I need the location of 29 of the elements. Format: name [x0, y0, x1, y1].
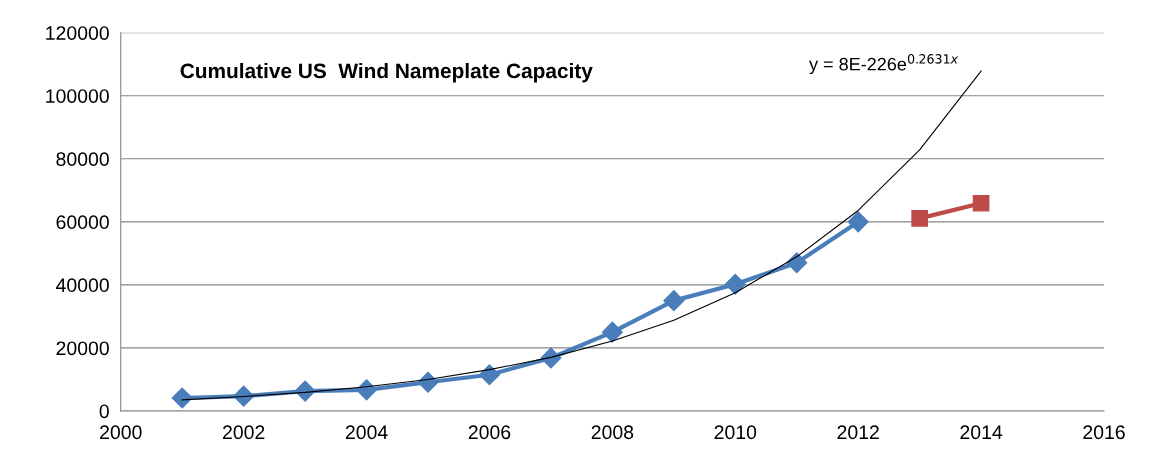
y-tick-label: 0 — [99, 404, 109, 419]
point — [601, 321, 623, 343]
y-tick-label: 80000 — [56, 152, 109, 167]
x-tick-label: 2006 — [468, 425, 511, 440]
x-tick-label: 2016 — [1083, 425, 1125, 440]
point — [972, 194, 990, 212]
point — [171, 387, 193, 409]
x-tick-label: 2000 — [100, 425, 142, 440]
point — [478, 364, 500, 386]
point — [911, 210, 928, 227]
point — [417, 371, 439, 393]
x-tick-label: 2004 — [345, 425, 388, 440]
y-tick-label: 20000 — [56, 341, 109, 356]
x-tick-label: 2014 — [960, 425, 1003, 440]
y-tick-label: 60000 — [56, 215, 109, 230]
point — [786, 252, 808, 274]
point — [663, 290, 685, 312]
point — [847, 211, 869, 233]
point — [356, 379, 378, 401]
x-tick-label: 2012 — [837, 425, 879, 440]
x-tick-label: 2008 — [591, 425, 634, 440]
y-tick-label: 120000 — [46, 26, 109, 40]
text: Cumulative US Wind Nameplate Capacity — [180, 62, 593, 83]
y-tick-label: 100000 — [46, 89, 109, 103]
x-tick-label: 2002 — [223, 425, 265, 440]
annotation: y = 8E-226e$^{0.2631x}$ — [809, 54, 959, 75]
x-tick-label: 2010 — [714, 425, 757, 440]
point — [724, 273, 746, 295]
y-tick-label: 40000 — [56, 278, 109, 293]
